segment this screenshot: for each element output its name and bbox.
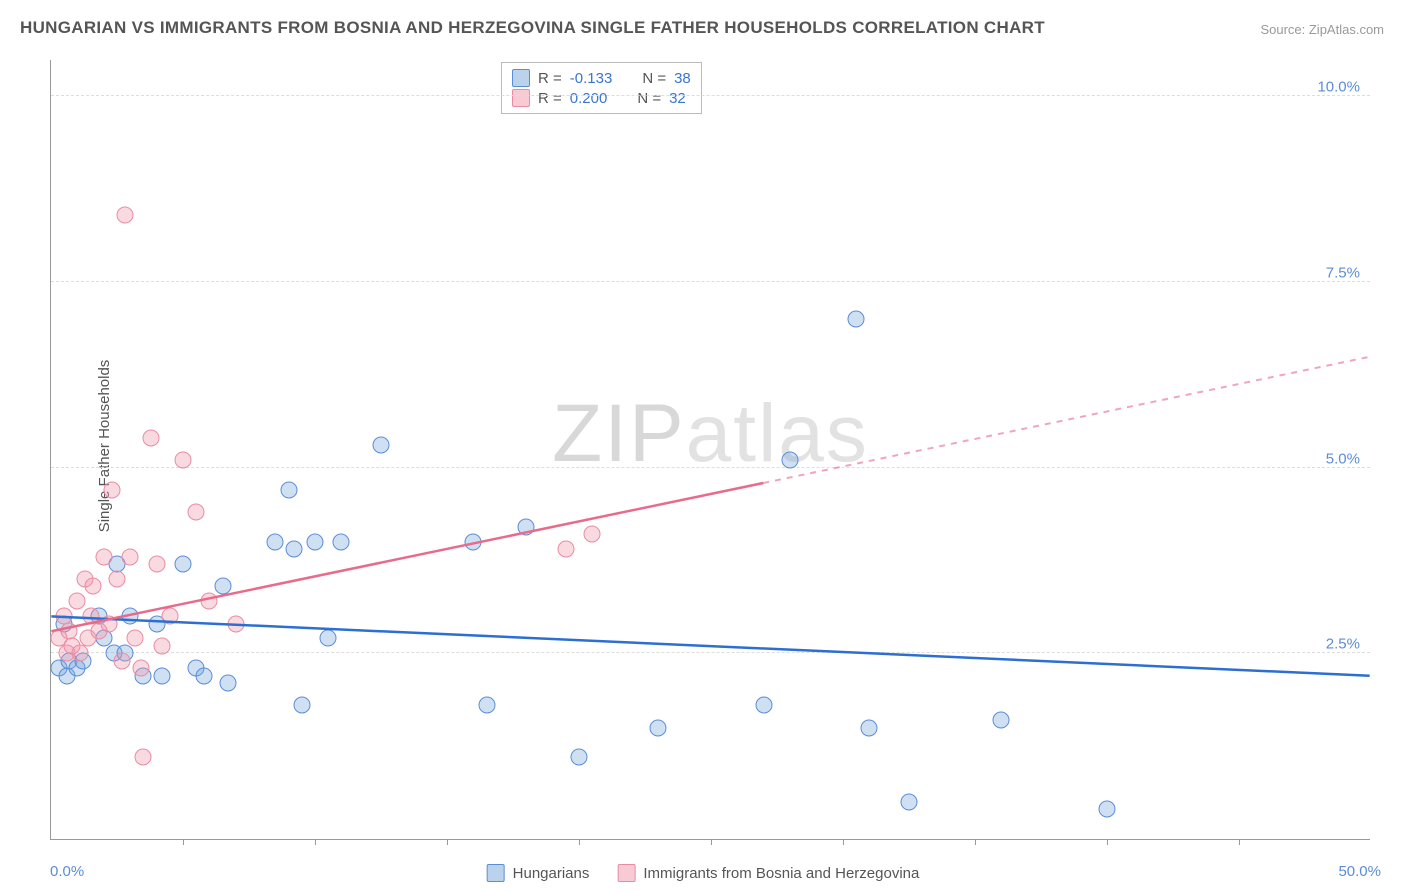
data-point <box>188 504 205 521</box>
swatch-blue-icon <box>512 69 530 87</box>
y-tick-label: 5.0% <box>1326 450 1360 467</box>
data-point <box>782 452 799 469</box>
data-point <box>116 207 133 224</box>
data-point <box>153 637 170 654</box>
data-point <box>307 533 324 550</box>
n-value-a: 38 <box>674 70 691 87</box>
r-value-a: -0.133 <box>570 70 613 87</box>
data-point <box>127 630 144 647</box>
data-point <box>373 437 390 454</box>
data-point <box>153 667 170 684</box>
data-point <box>214 578 231 595</box>
data-point <box>148 556 165 573</box>
data-point <box>227 615 244 632</box>
data-point <box>219 675 236 692</box>
n-value-b: 32 <box>669 90 686 107</box>
data-point <box>95 548 112 565</box>
data-point <box>72 645 89 662</box>
gridline <box>51 652 1370 653</box>
data-point <box>122 548 139 565</box>
data-point <box>267 533 284 550</box>
gridline <box>51 95 1370 96</box>
x-tick <box>843 839 844 845</box>
legend-stats-row-b: R = 0.200 N = 32 <box>512 88 691 108</box>
x-tick <box>1239 839 1240 845</box>
data-point <box>143 429 160 446</box>
x-tick <box>1107 839 1108 845</box>
x-tick <box>711 839 712 845</box>
data-point <box>848 311 865 328</box>
data-point <box>135 749 152 766</box>
data-point <box>557 541 574 558</box>
data-point <box>280 481 297 498</box>
legend-label-a: Hungarians <box>513 865 590 882</box>
data-point <box>861 719 878 736</box>
x-tick <box>975 839 976 845</box>
data-point <box>85 578 102 595</box>
swatch-pink-icon <box>512 89 530 107</box>
data-point <box>755 697 772 714</box>
legend-series: Hungarians Immigrants from Bosnia and He… <box>487 864 920 882</box>
data-point <box>465 533 482 550</box>
data-point <box>196 667 213 684</box>
data-point <box>584 526 601 543</box>
data-point <box>175 452 192 469</box>
x-axis-min-label: 0.0% <box>50 863 84 880</box>
data-point <box>103 481 120 498</box>
data-point <box>132 660 149 677</box>
x-tick <box>579 839 580 845</box>
legend-stats-row-a: R = -0.133 N = 38 <box>512 68 691 88</box>
data-point <box>478 697 495 714</box>
gridline <box>51 281 1370 282</box>
data-point <box>320 630 337 647</box>
data-point <box>109 571 126 588</box>
r-value-b: 0.200 <box>570 90 608 107</box>
x-axis-max-label: 50.0% <box>1338 863 1381 880</box>
legend-item-a: Hungarians <box>487 864 590 882</box>
data-point <box>333 533 350 550</box>
x-tick <box>315 839 316 845</box>
data-point <box>69 593 86 610</box>
data-point <box>518 519 535 536</box>
swatch-blue-icon <box>487 864 505 882</box>
gridline <box>51 467 1370 468</box>
y-tick-label: 2.5% <box>1326 636 1360 653</box>
x-tick <box>183 839 184 845</box>
data-point <box>293 697 310 714</box>
swatch-pink-icon <box>617 864 635 882</box>
data-point <box>201 593 218 610</box>
legend-label-b: Immigrants from Bosnia and Herzegovina <box>643 865 919 882</box>
data-point <box>1099 801 1116 818</box>
data-point <box>161 608 178 625</box>
data-point <box>122 608 139 625</box>
data-point <box>114 652 131 669</box>
data-point <box>101 615 118 632</box>
y-tick-label: 10.0% <box>1317 79 1360 96</box>
y-tick-label: 7.5% <box>1326 264 1360 281</box>
chart-title: HUNGARIAN VS IMMIGRANTS FROM BOSNIA AND … <box>20 18 1045 38</box>
data-point <box>993 712 1010 729</box>
trend-lines <box>51 60 1370 839</box>
data-point <box>571 749 588 766</box>
data-point <box>901 793 918 810</box>
plot-area: ZIPatlas R = -0.133 N = 38 R = 0.200 N =… <box>50 60 1370 840</box>
legend-stats: R = -0.133 N = 38 R = 0.200 N = 32 <box>501 62 702 114</box>
legend-item-b: Immigrants from Bosnia and Herzegovina <box>617 864 919 882</box>
data-point <box>285 541 302 558</box>
data-point <box>175 556 192 573</box>
source-text: Source: ZipAtlas.com <box>1260 22 1384 37</box>
x-tick <box>447 839 448 845</box>
data-point <box>650 719 667 736</box>
